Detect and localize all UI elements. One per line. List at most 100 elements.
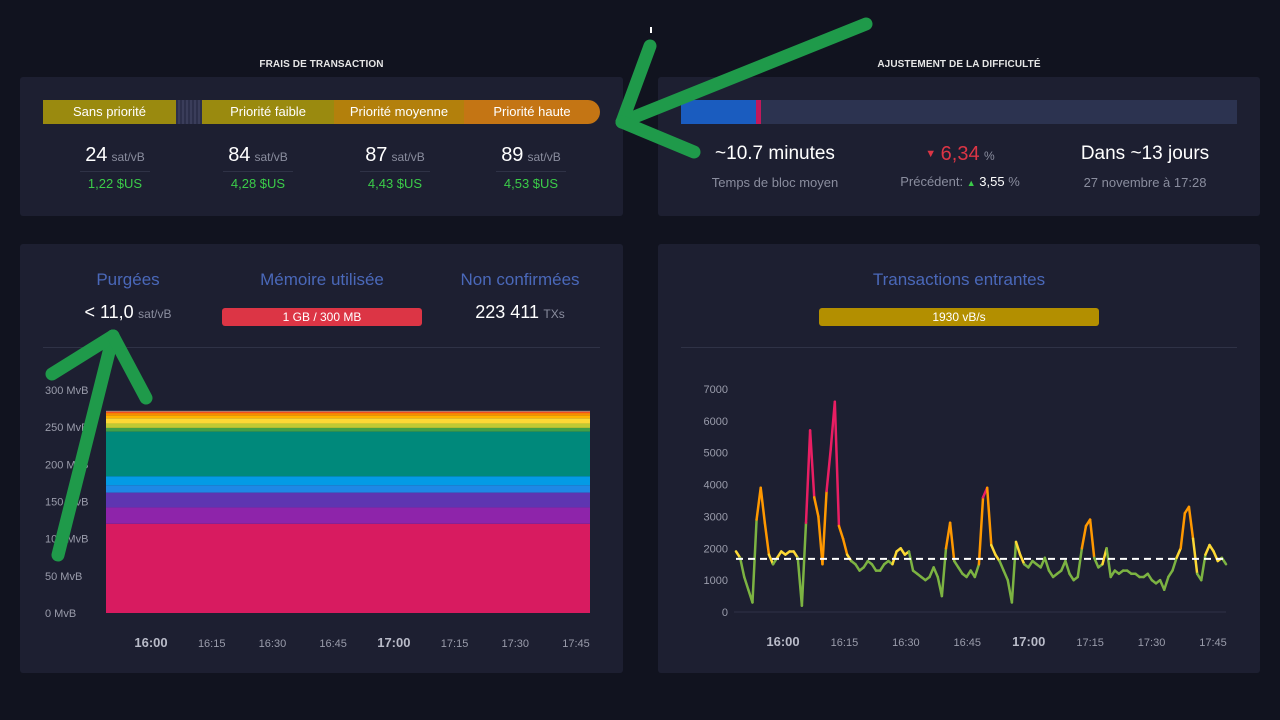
difficulty-eta-value: Dans ~13 jours <box>1080 143 1210 164</box>
line-segment <box>808 429 816 499</box>
fee-tier-none[interactable]: Sans priorité <box>43 100 176 124</box>
line-segment <box>1092 556 1100 569</box>
y-tick-label: 200 MvB <box>45 459 88 471</box>
x-tick-label: 16:30 <box>892 637 920 649</box>
area-band <box>106 431 590 477</box>
previous-unit: % <box>1008 174 1020 189</box>
block-time-value: ~10.7 minutes <box>715 143 835 164</box>
line-segment <box>862 559 870 569</box>
line-segment <box>870 562 878 572</box>
x-tick-label: 16:15 <box>831 637 859 649</box>
fee-rate: 87 <box>365 144 388 166</box>
line-segment <box>990 543 997 556</box>
line-segment <box>1146 572 1154 582</box>
fees-title: FRAIS DE TRANSACTION <box>259 59 384 70</box>
unconfirmed-stat: Non confirmées 223 411 TXs <box>440 270 600 323</box>
fee-tier-low[interactable]: Priorité faible <box>202 100 334 124</box>
area-band <box>106 415 590 419</box>
difficulty-progress-marker <box>756 100 761 124</box>
fee-tier-medium-label: Priorité moyenne <box>349 104 449 119</box>
line-segment <box>841 537 849 556</box>
line-segment <box>1162 575 1170 591</box>
line-segment <box>907 550 915 572</box>
x-tick-label: 16:45 <box>954 637 982 649</box>
mempool-divider <box>43 347 600 348</box>
mempool-size-chart: 0 MvB 50 MvB 100 MvB 150 MvB 200 MvB 250 MvB 3… <box>45 385 590 650</box>
area-band <box>106 423 590 428</box>
fee-value-high: 89 sat/vB 4,53 $US <box>476 144 586 193</box>
incoming-divider <box>681 347 1237 348</box>
fee-rate: 84 <box>228 144 251 166</box>
fee-fiat: 1,22 $US <box>80 171 150 191</box>
y-tick-label: 300 MvB <box>45 385 88 397</box>
y-tick-label: 100 MvB <box>45 534 88 546</box>
line-segment <box>1018 553 1026 566</box>
line-segment <box>1002 569 1010 582</box>
line-segment <box>800 521 808 607</box>
y-tick-label: 7000 <box>704 384 728 396</box>
line-segment <box>928 566 935 579</box>
block-time-label: Temps de bloc moyen <box>711 175 839 190</box>
fee-tier-medium[interactable]: Priorité moyenne <box>334 100 464 124</box>
line-segment <box>1014 540 1022 556</box>
x-tick-label: 17:15 <box>441 638 469 650</box>
line-segment <box>755 486 762 521</box>
line-segment <box>767 553 775 566</box>
y-tick-label: 4000 <box>704 480 728 492</box>
incoming-title-text: Transactions entrantes <box>872 270 1046 289</box>
area-band <box>106 492 590 508</box>
y-tick-label: 0 MvB <box>45 608 76 620</box>
fee-rate: 24 <box>85 144 108 166</box>
line-segment <box>899 547 907 556</box>
memory-label: Mémoire utilisée <box>260 270 384 289</box>
fee-value-medium: 87 sat/vB 4,43 $US <box>340 144 450 193</box>
incoming-tx-chart: 0 1000 2000 3000 4000 5000 6000 7000 16:00 16:15 1… <box>704 384 1228 649</box>
line-segment <box>821 489 828 566</box>
line-segment <box>957 566 964 576</box>
fee-fiat: 4,53 $US <box>496 171 566 191</box>
line-segment <box>854 562 861 572</box>
previous-change: Précédent: ▲ 3,55 % <box>875 174 1045 189</box>
fee-tier-high[interactable]: Priorité haute <box>464 100 600 124</box>
x-tick-label: 16:45 <box>319 638 347 650</box>
line-segment <box>878 562 886 572</box>
unconfirmed-label: Non confirmées <box>460 270 580 289</box>
y-tick-label: 250 MvB <box>45 422 88 434</box>
x-tick-label: 16:15 <box>198 638 226 650</box>
line-segment <box>804 429 812 525</box>
x-tick-label: 17:30 <box>502 638 530 650</box>
x-tick-label: 16:30 <box>259 638 287 650</box>
line-segment <box>1088 518 1096 560</box>
memory-usage-badge: 1 GB / 300 MB <box>222 308 422 326</box>
fee-tier-none-label: Sans priorité <box>73 104 146 119</box>
fee-unit: sat/vB <box>111 150 145 164</box>
line-segment <box>994 553 1001 563</box>
line-segment <box>1171 556 1178 572</box>
line-segment <box>1167 569 1174 579</box>
line-segment <box>1064 559 1071 576</box>
line-segment <box>973 562 981 579</box>
y-tick-label: 1000 <box>704 575 728 587</box>
line-segment <box>837 524 845 540</box>
line-segment <box>759 486 767 525</box>
fee-tier-low-label: Priorité faible <box>230 104 306 119</box>
line-segment <box>775 550 783 560</box>
incoming-rate-badge: 1930 vB/s <box>819 308 1099 326</box>
area-band <box>106 427 590 432</box>
line-segment <box>998 559 1005 572</box>
x-tick-label: 17:00 <box>1012 634 1045 649</box>
fee-fiat: 4,28 $US <box>223 171 293 191</box>
area-band <box>106 413 590 416</box>
line-segment <box>1208 543 1215 553</box>
fee-unit: sat/vB <box>527 150 561 164</box>
previous-value: 3,55 <box>979 174 1005 189</box>
line-segment <box>891 550 898 566</box>
x-tick-label: 16:00 <box>134 635 167 650</box>
previous-label: Précédent: <box>900 174 964 189</box>
unconfirmed-unit: TXs <box>543 307 565 321</box>
x-tick-label: 17:45 <box>1199 637 1227 649</box>
fee-unit: sat/vB <box>391 150 425 164</box>
y-tick-label: 6000 <box>704 416 728 428</box>
line-segment <box>1109 569 1117 579</box>
y-tick-label: 50 MvB <box>45 571 82 583</box>
